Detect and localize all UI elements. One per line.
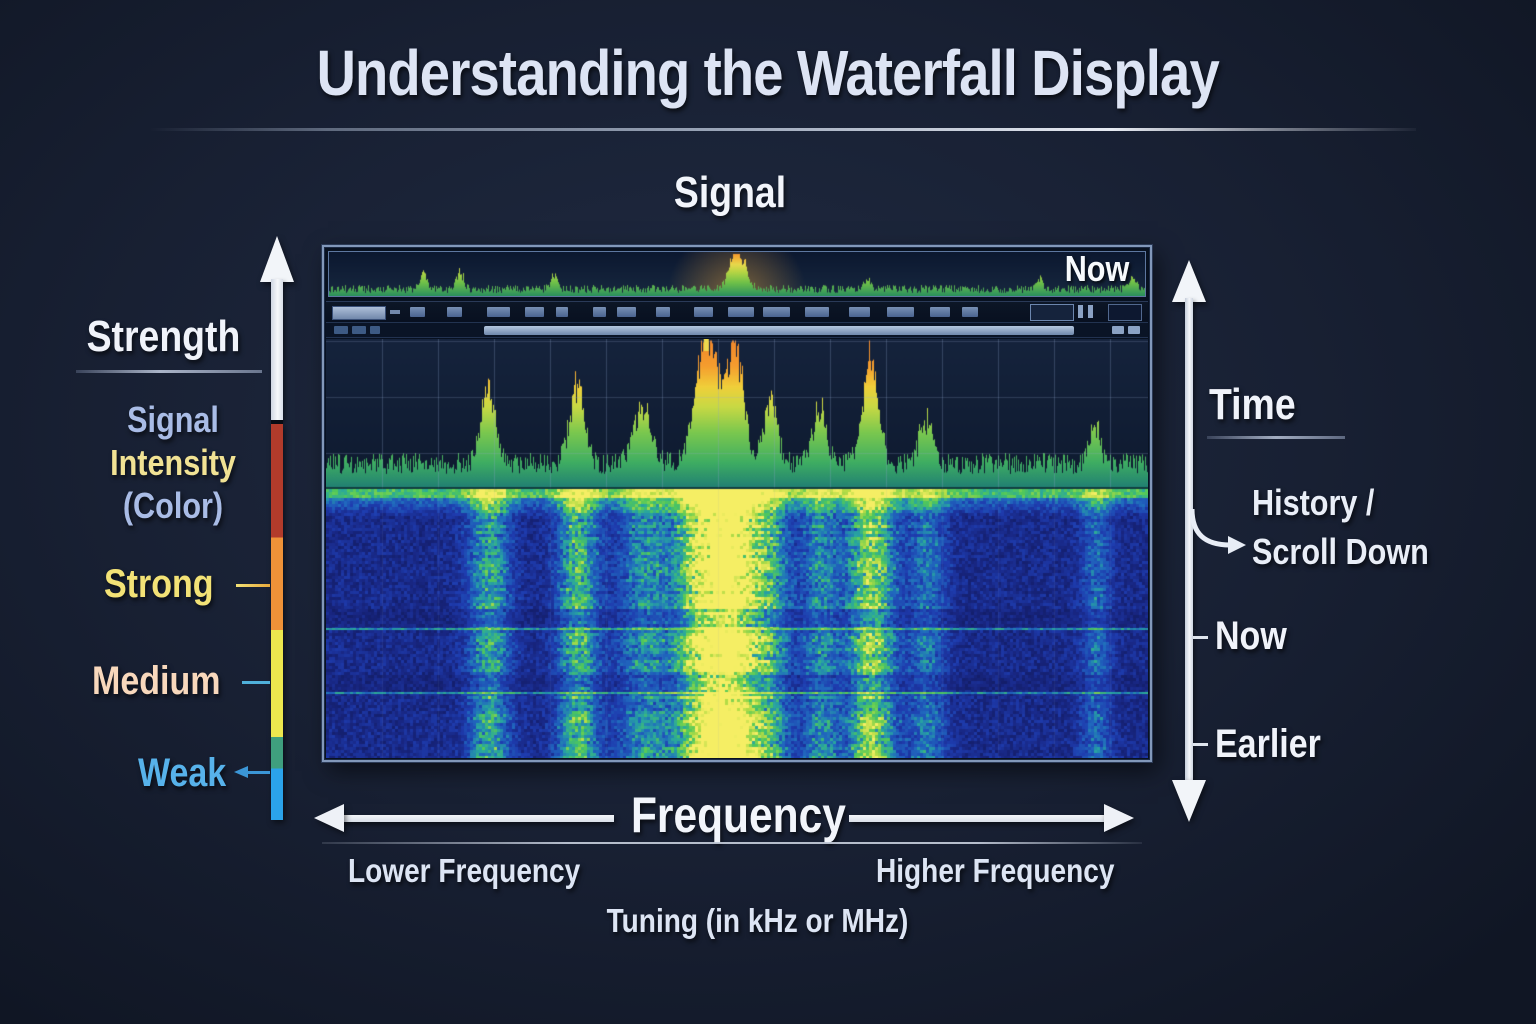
scrollbar-left-icon[interactable] (352, 326, 366, 334)
time-now-label: Now (1215, 614, 1287, 658)
scrollbar-right-icon[interactable] (1112, 326, 1124, 334)
spectrum-waterfall-canvas (326, 339, 1148, 758)
weak-level-label: Weak (138, 751, 227, 795)
frequency-scrollbar[interactable] (326, 323, 1148, 338)
toolbar-combo[interactable] (332, 306, 386, 320)
toolbar (326, 301, 1148, 323)
frequency-arrow-left-shaft (340, 815, 614, 822)
now-tick (1193, 636, 1208, 639)
page-title: Understanding the Waterfall Display (316, 37, 1220, 109)
earlier-tick (1193, 743, 1208, 746)
frequency-heading: Frequency (630, 787, 846, 843)
mini-spectrum-canvas (329, 252, 1145, 296)
time-earlier-label: Earlier (1215, 722, 1321, 766)
strong-level-label: Strong (104, 562, 214, 606)
weak-connector (248, 771, 270, 774)
frequency-divider (322, 842, 1142, 844)
medium-connector (242, 681, 270, 684)
toolbar-button[interactable] (447, 307, 462, 317)
weak-arrow-icon (234, 766, 248, 778)
scrollbar-right-icon[interactable] (1128, 326, 1140, 334)
toolbar-button[interactable] (525, 307, 544, 317)
toolbar-bar-icon (1088, 305, 1093, 318)
toolbar-button[interactable] (849, 307, 870, 317)
frequency-arrow-right-shaft (849, 815, 1107, 822)
strength-heading: Strength (86, 312, 240, 361)
time-arrow-up-icon (1172, 260, 1206, 302)
toolbar-end-box (1108, 304, 1142, 321)
toolbar-button[interactable] (962, 307, 978, 317)
strength-arrow-up-icon (260, 236, 294, 282)
strong-connector (236, 584, 270, 587)
now-badge: Now (1064, 251, 1130, 289)
scrollbar-left-icon[interactable] (370, 326, 380, 334)
signal-annotation: Signal (673, 168, 787, 217)
medium-level-label: Medium (92, 659, 221, 703)
time-divider (1207, 436, 1345, 439)
frequency-arrow-left-icon (314, 804, 344, 832)
toolbar-button[interactable] (930, 307, 950, 317)
time-heading: Time (1209, 380, 1296, 429)
time-arrow-shaft (1185, 298, 1193, 784)
toolbar-button[interactable] (694, 307, 713, 317)
toolbar-button[interactable] (763, 307, 790, 317)
toolbar-bar-icon (1078, 305, 1083, 318)
time-arrow-down-icon (1172, 780, 1206, 822)
toolbar-display-box (1030, 304, 1074, 321)
lower-frequency-label: Lower Frequency (348, 852, 581, 889)
title-divider (150, 128, 1416, 131)
strength-arrow-shaft (271, 279, 283, 420)
toolbar-button[interactable] (556, 307, 568, 317)
history-connector-arrow (1189, 508, 1246, 554)
spectrum-strip: Now (328, 251, 1146, 297)
toolbar-button[interactable] (617, 307, 636, 317)
intensity-colorbar (271, 424, 283, 820)
toolbar-button[interactable] (728, 307, 754, 317)
history-caption: History / Scroll Down (1252, 482, 1429, 572)
toolbar-dash-icon (390, 310, 400, 314)
toolbar-button[interactable] (805, 307, 829, 317)
colorbar-gap (271, 420, 283, 424)
higher-frequency-label: Higher Frequency (876, 852, 1115, 889)
toolbar-button[interactable] (593, 307, 606, 317)
toolbar-button[interactable] (487, 307, 510, 317)
tuning-caption: Tuning (in kHz or MHz) (606, 902, 909, 939)
scrollbar-thumb[interactable] (484, 326, 1074, 335)
toolbar-button[interactable] (656, 307, 670, 317)
frequency-arrow-right-icon (1104, 804, 1134, 832)
strength-divider (76, 370, 262, 373)
toolbar-button[interactable] (887, 307, 914, 317)
intensity-caption: Signal Intensity (Color) (110, 399, 236, 526)
sdr-display-panel: Now (321, 244, 1153, 763)
scrollbar-left-icon[interactable] (334, 326, 348, 334)
toolbar-button[interactable] (410, 307, 425, 317)
